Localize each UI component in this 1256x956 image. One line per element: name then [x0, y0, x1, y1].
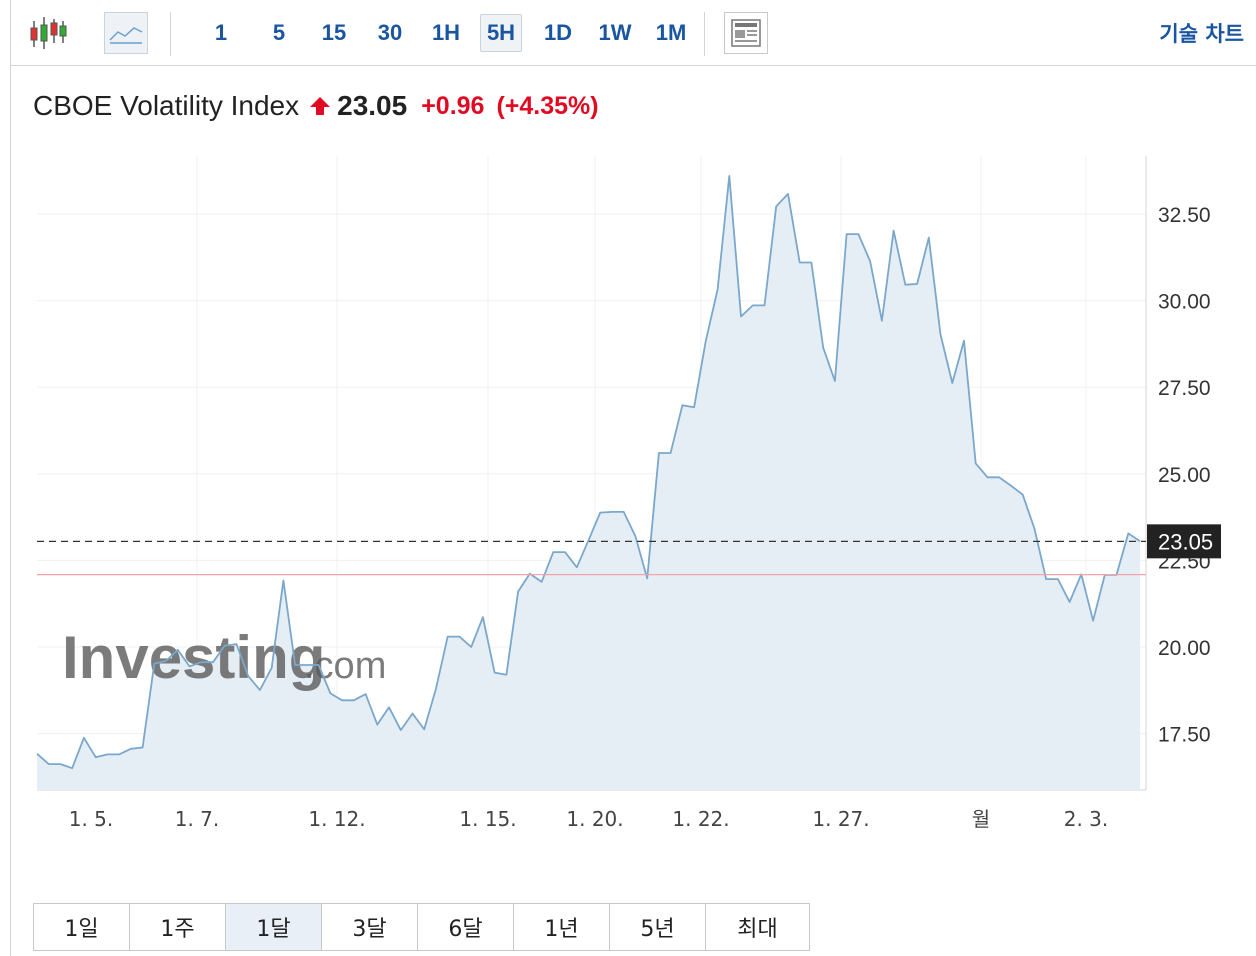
- x-tick-label: 1. 5.: [69, 807, 114, 831]
- y-tick-label: 30.00: [1158, 291, 1211, 314]
- timeframe-5h[interactable]: 5H: [480, 14, 522, 52]
- last-value-badge: [1147, 524, 1221, 559]
- range-7[interactable]: 최대: [737, 917, 778, 942]
- range-selector: 1일 1주 1달 3달 6달 1년 5년 최대: [33, 903, 810, 951]
- news-layout-icon[interactable]: [724, 12, 768, 54]
- range-5[interactable]: 1년: [514, 904, 610, 950]
- chart-frame: [10, 0, 1256, 956]
- price-line: [36, 174, 1141, 770]
- x-tick-label: 1. 7.: [175, 807, 220, 831]
- chart-toolbar: 기술 차트 1 5 15 30 1H 5H 1D 1W 1M: [10, 0, 1256, 66]
- range-2[interactable]: 1달: [226, 904, 322, 950]
- range-1[interactable]: 1주: [130, 904, 226, 950]
- x-tick-label: 2. 3.: [1064, 807, 1109, 831]
- technical-chart-link[interactable]: 기술 차트: [1159, 22, 1244, 46]
- watermark-brand: Investing: [62, 624, 325, 691]
- y-tick-label: 27.50: [1158, 377, 1211, 400]
- candlestick-chart-icon[interactable]: [22, 12, 74, 54]
- timeframe-1d[interactable]: 1D: [543, 20, 573, 45]
- timeframe-1w[interactable]: 1W: [598, 20, 632, 45]
- range-0[interactable]: 1일: [34, 904, 130, 950]
- y-tick-label: 32.50: [1158, 204, 1211, 227]
- last-price: 23.05: [337, 90, 408, 121]
- timeframe-1h[interactable]: 1H: [431, 20, 461, 45]
- y-tick-label: 25.00: [1158, 464, 1211, 487]
- price-change: +0.96: [421, 91, 485, 120]
- instrument-name: CBOE Volatility Index: [33, 90, 300, 121]
- timeframe-1[interactable]: 1: [214, 20, 228, 45]
- y-tick-label: 20.00: [1158, 637, 1211, 660]
- toolbar-separator: [170, 12, 171, 56]
- price-chart[interactable]: Investing.com17.5020.0022.5025.0027.5030…: [0, 0, 1256, 900]
- instrument-header: CBOE Volatility Index 23.05 +0.96 (+4.35…: [33, 88, 599, 124]
- last-value-label: 23.05: [1158, 529, 1213, 554]
- price-change-percent: (+4.35%): [496, 91, 599, 120]
- range-4[interactable]: 6달: [418, 904, 514, 950]
- x-tick-label: 1. 15.: [459, 807, 516, 831]
- timeframe-1m[interactable]: 1M: [655, 20, 687, 45]
- range-3[interactable]: 3달: [322, 904, 418, 950]
- x-tick-label: 1. 12.: [308, 807, 365, 831]
- toolbar-separator: [704, 12, 705, 56]
- x-tick-label: 1. 27.: [812, 807, 869, 831]
- range-6[interactable]: 5년: [610, 904, 706, 950]
- arrow-up-icon: [310, 97, 331, 115]
- y-tick-label: 17.50: [1158, 724, 1211, 747]
- x-tick-label: 월: [972, 807, 990, 831]
- x-tick-label: 1. 22.: [672, 807, 729, 831]
- watermark-suffix: .com: [304, 645, 386, 687]
- x-tick-label: 1. 20.: [566, 807, 623, 831]
- timeframe-15[interactable]: 15: [321, 20, 347, 45]
- price-area: [37, 175, 1140, 790]
- timeframe-30[interactable]: 30: [377, 20, 403, 45]
- timeframe-5[interactable]: 5: [272, 20, 286, 45]
- line-chart-icon[interactable]: [104, 12, 148, 54]
